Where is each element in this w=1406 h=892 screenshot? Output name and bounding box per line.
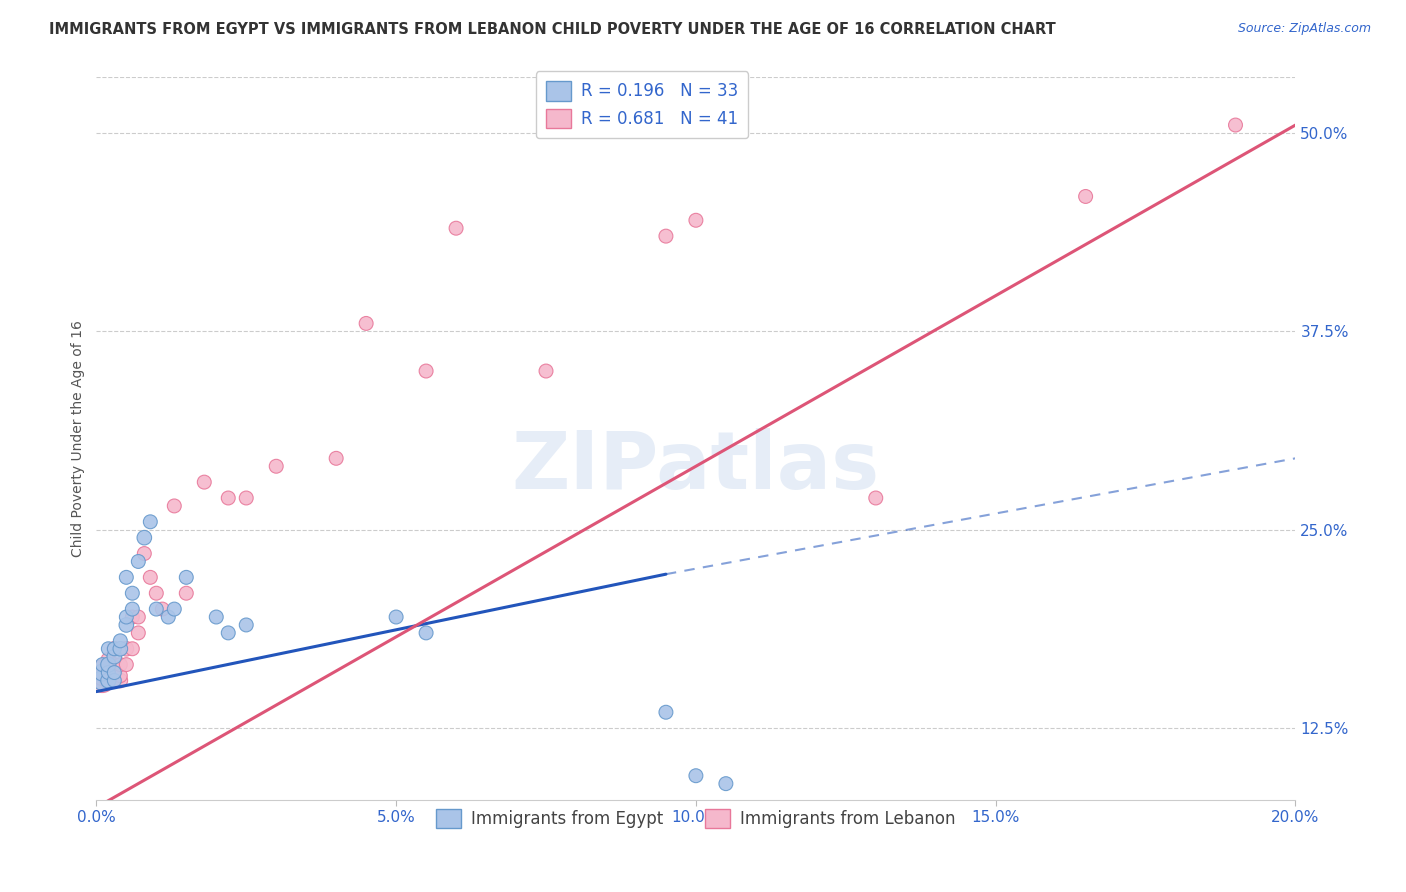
Point [103,641,125,656]
Point [1074,189,1097,203]
Point [97,641,120,656]
Point [115,618,138,632]
Point [385,610,408,624]
Point [264,459,287,474]
Text: IMMIGRANTS FROM EGYPT VS IMMIGRANTS FROM LEBANON CHILD POVERTY UNDER THE AGE OF : IMMIGRANTS FROM EGYPT VS IMMIGRANTS FROM… [49,22,1056,37]
Point [103,649,125,664]
Point [235,491,257,505]
Point [121,641,143,656]
Point [655,705,678,719]
Point [115,657,138,672]
Point [103,673,125,688]
Point [97,665,120,680]
Point [235,618,257,632]
Point [150,602,173,616]
Point [714,777,737,791]
Point [110,657,132,672]
Text: Source: ZipAtlas.com: Source: ZipAtlas.com [1237,22,1371,36]
Point [127,610,149,624]
Point [127,626,149,640]
Point [145,602,167,616]
Point [534,364,557,378]
Point [103,657,125,672]
Point [91,673,114,688]
Point [97,657,120,672]
Point [193,475,215,489]
Point [103,665,125,680]
Point [685,213,707,227]
Point [163,499,186,513]
Point [97,673,120,688]
Y-axis label: Child Poverty Under the Age of 16: Child Poverty Under the Age of 16 [72,320,86,557]
Point [174,570,197,584]
Point [685,769,707,783]
Text: ZIPatlas: ZIPatlas [512,428,880,507]
Point [91,661,114,675]
Point [103,673,125,688]
Point [110,633,132,648]
Point [127,554,149,568]
Point [174,586,197,600]
Point [103,641,125,656]
Point [115,641,138,656]
Point [110,669,132,683]
Point [415,364,437,378]
Point [139,515,162,529]
Point [655,229,678,244]
Point [325,451,347,466]
Point [865,491,887,505]
Point [110,641,132,656]
Point [97,669,120,683]
Point [97,661,120,675]
Point [110,673,132,688]
Point [103,669,125,683]
Point [134,531,156,545]
Point [115,570,138,584]
Point [103,665,125,680]
Point [415,626,437,640]
Point [354,317,377,331]
Point [115,610,138,624]
Point [97,653,120,667]
Point [121,610,143,624]
Point [121,602,143,616]
Point [91,665,114,680]
Point [134,547,156,561]
Point [217,626,239,640]
Point [97,673,120,688]
Point [121,586,143,600]
Legend: Immigrants from Egypt, Immigrants from Lebanon: Immigrants from Egypt, Immigrants from L… [429,802,962,835]
Point [217,491,239,505]
Point [139,570,162,584]
Point [1225,118,1247,132]
Point [157,610,180,624]
Point [91,657,114,672]
Point [444,221,467,235]
Point [91,669,114,683]
Point [163,602,186,616]
Point [91,673,114,688]
Point [205,610,228,624]
Point [145,586,167,600]
